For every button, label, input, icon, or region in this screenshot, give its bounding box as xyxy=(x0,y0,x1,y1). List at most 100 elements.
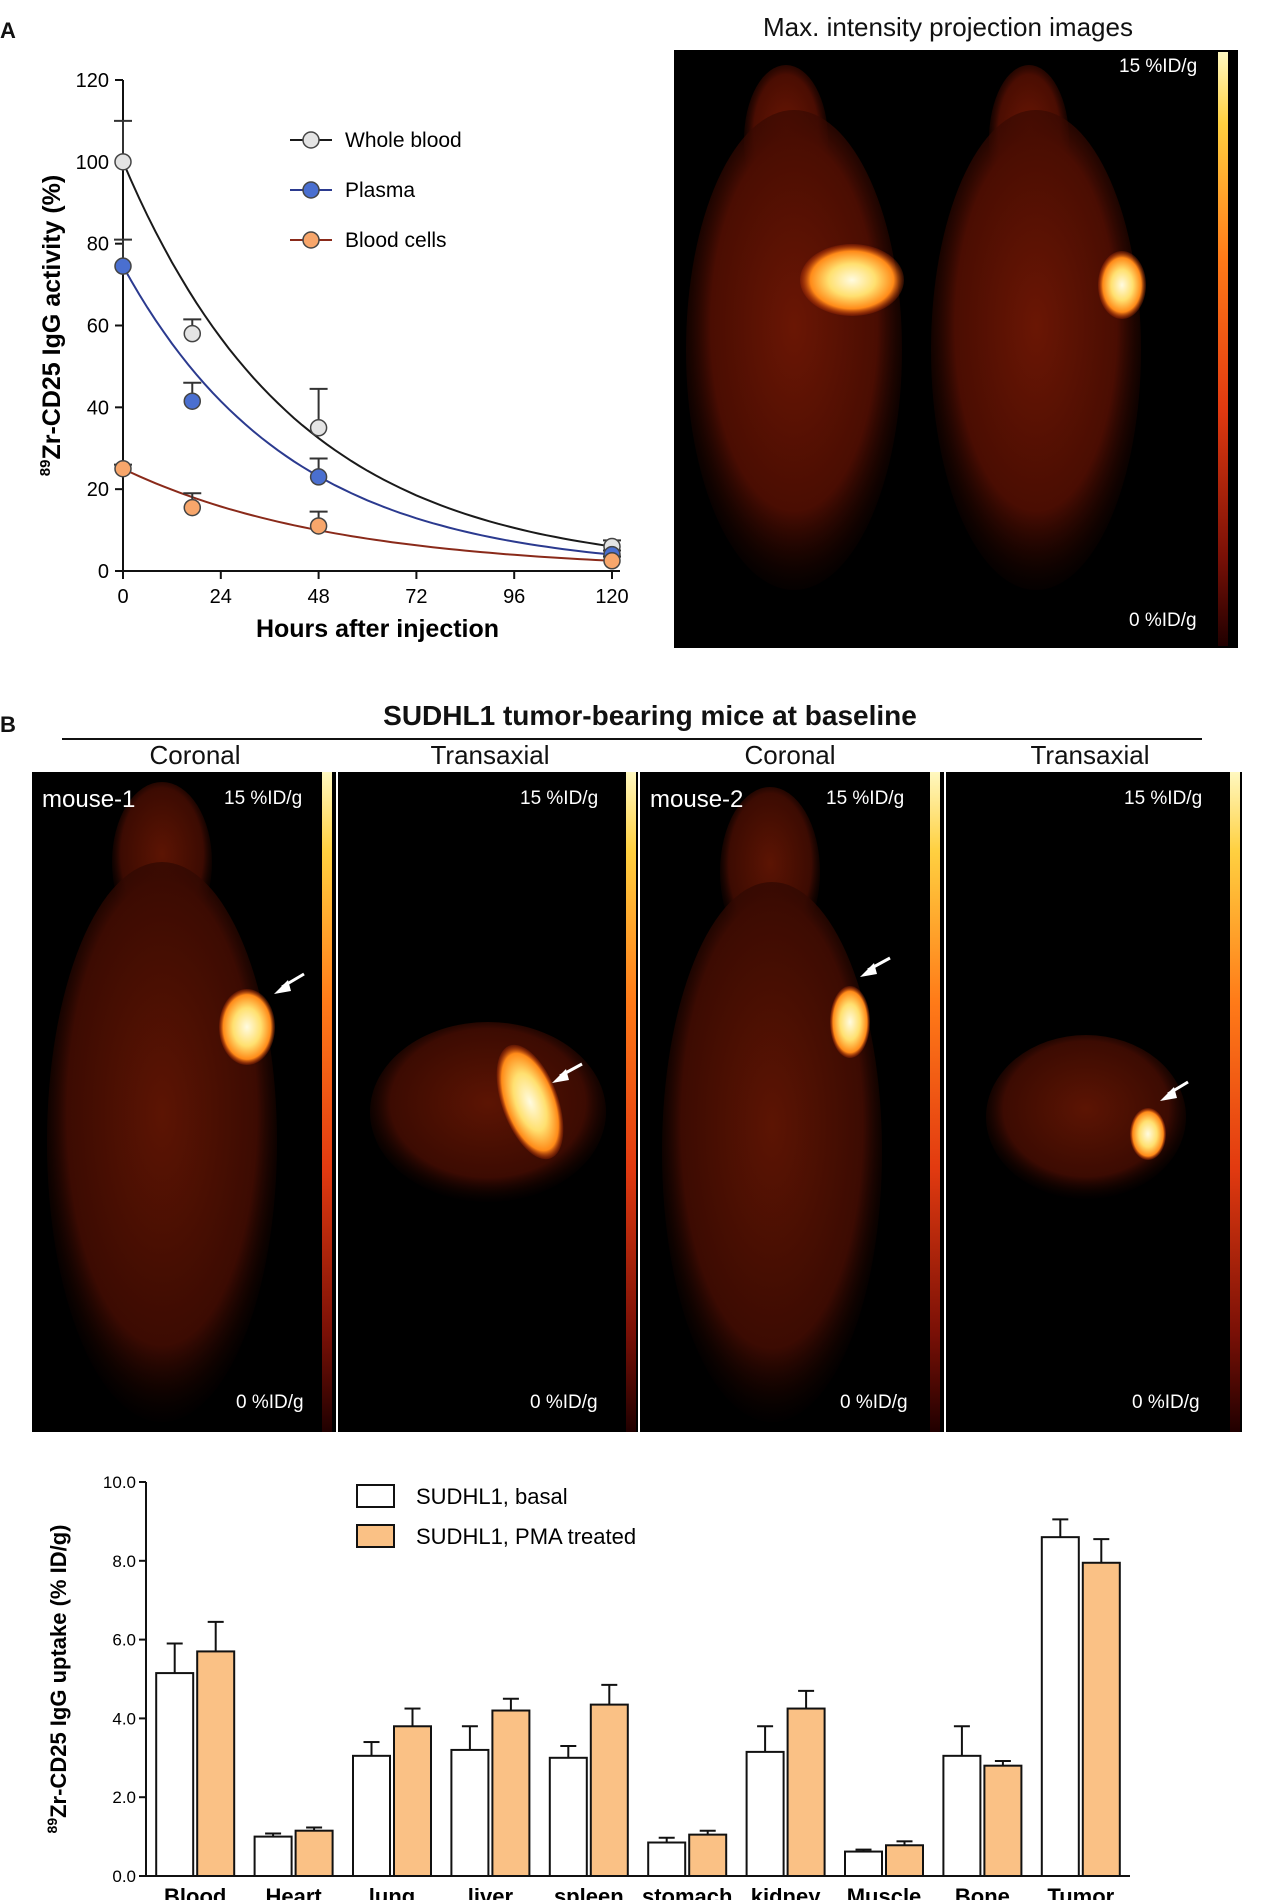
mip-mouse-images xyxy=(686,65,1146,590)
y-tick-label: 6.0 xyxy=(112,1631,136,1650)
bar-liver-1 xyxy=(491,1709,531,1877)
x-tick-label: 0 xyxy=(117,586,128,608)
legend-swatch xyxy=(356,1524,395,1548)
y-tick-label: 120 xyxy=(76,70,109,92)
transaxial-mouse-1-scan xyxy=(370,1022,606,1202)
bar-spleen-1 xyxy=(589,1703,629,1877)
legend-label: Whole blood xyxy=(345,129,462,152)
mip-title: Max. intensity projection images xyxy=(763,12,1133,42)
pet-coronal-mouse-2: mouse-2 15 %ID/g 0 %ID/g xyxy=(640,772,944,1432)
bar-Heart-1 xyxy=(294,1829,334,1878)
data-point xyxy=(183,324,202,343)
bar-lung-1 xyxy=(393,1725,432,1877)
data-point xyxy=(183,498,202,517)
panel-letter-b: B xyxy=(0,712,16,737)
bar-chart: 0.0 2.0 4.0 6.0 8.0 10.0 89Zr-CD25 IgG uptake … xyxy=(44,1473,1130,1900)
data-point xyxy=(114,257,132,275)
data-point xyxy=(183,392,202,410)
x-tick-label: 24 xyxy=(210,586,232,608)
view-label-transaxial-2: Transaxial xyxy=(1030,740,1150,770)
y-tick-label: 2.0 xyxy=(112,1788,136,1807)
color-scale-bar-2 xyxy=(626,772,636,1432)
scale-max-label-4: 15 %ID/g xyxy=(1124,788,1203,809)
coronal-mouse-1-scan xyxy=(47,782,305,1422)
legend-label: Plasma xyxy=(345,179,415,202)
x-tick-label: 120 xyxy=(595,586,628,608)
x-tick-label: 72 xyxy=(405,586,427,608)
data-point xyxy=(309,468,328,486)
mouse-label-2: mouse-2 xyxy=(650,786,744,813)
bar-Heart-0 xyxy=(253,1835,293,1878)
bar-Bone-1 xyxy=(983,1764,1023,1877)
x-tick-label: 48 xyxy=(307,586,329,608)
mouse-label-1: mouse-1 xyxy=(42,786,136,813)
x-tick-label: Bone xyxy=(955,1884,1010,1900)
y-tick-label: 4.0 xyxy=(112,1709,136,1728)
y-tick-label: 80 xyxy=(87,234,109,256)
mip-scale-min-label: 0 %ID/g xyxy=(1129,610,1197,631)
scale-min-label-1: 0 %ID/g xyxy=(236,1392,304,1413)
x-tick-label: Tumor xyxy=(1047,1884,1114,1900)
legend-marker xyxy=(302,131,320,149)
pet-coronal-mouse-1: mouse-1 15 %ID/g 0 %ID/g xyxy=(32,772,336,1432)
y-axis-title: 89Zr-CD25 IgG uptake (% ID/g) xyxy=(44,1525,71,1834)
y-tick-label: 10.0 xyxy=(103,1473,136,1492)
scale-min-label-2: 0 %ID/g xyxy=(530,1392,598,1413)
y-tick-label: 0.0 xyxy=(112,1867,136,1886)
bar-Blood-0 xyxy=(155,1672,195,1877)
y-tick-label: 8.0 xyxy=(112,1552,136,1571)
scale-max-label-3: 15 %ID/g xyxy=(826,788,905,809)
bar-lung-0 xyxy=(352,1754,391,1877)
bar-Muscle-0 xyxy=(844,1850,883,1877)
x-tick-label: lung xyxy=(369,1884,415,1900)
mip-image-panel: 15 %ID/g 0 %ID/g xyxy=(674,50,1238,648)
panel-b-title: SUDHL1 tumor-bearing mice at baseline xyxy=(383,700,917,731)
bar-stomach-0 xyxy=(647,1841,687,1878)
bar-kidney-0 xyxy=(745,1750,785,1878)
x-tick-label: spleen xyxy=(554,1884,624,1900)
y-tick-label: 100 xyxy=(76,152,109,174)
bar-Tumor-1 xyxy=(1081,1561,1121,1878)
view-label-coronal-1: Coronal xyxy=(149,740,241,770)
bar-liver-0 xyxy=(450,1748,490,1878)
x-axis-title: Hours after injection xyxy=(256,615,499,643)
bar-Bone-0 xyxy=(942,1754,982,1877)
x-tick-label: 96 xyxy=(503,586,525,608)
scale-min-label-4: 0 %ID/g xyxy=(1132,1392,1200,1413)
line-chart: 0 20 40 60 80 100 120 0 24 48 72 96 120 Hours after i… xyxy=(37,70,629,643)
data-point xyxy=(309,517,328,535)
view-label-coronal-2: Coronal xyxy=(744,740,836,770)
legend-label: Blood cells xyxy=(345,229,447,252)
mip-mouse-right xyxy=(931,65,1146,590)
x-tick-label: Blood xyxy=(164,1884,226,1900)
x-tick-label: liver xyxy=(468,1884,514,1900)
scale-max-label-1: 15 %ID/g xyxy=(224,788,303,809)
color-scale-bar-3 xyxy=(930,772,940,1432)
fit-curve-1 xyxy=(122,265,613,556)
fit-curve-0 xyxy=(122,161,613,548)
data-point xyxy=(309,419,328,437)
view-label-transaxial-1: Transaxial xyxy=(430,740,550,770)
legend-marker xyxy=(302,231,320,249)
color-scale-bar-1 xyxy=(322,772,332,1432)
y-tick-label: 20 xyxy=(87,479,109,501)
x-tick-label: Heart xyxy=(265,1884,322,1900)
bar-Muscle-1 xyxy=(885,1844,924,1878)
title-underline xyxy=(62,738,1202,740)
x-tick-label: Muscle xyxy=(847,1884,922,1900)
x-tick-label: kidney xyxy=(751,1884,821,1900)
scale-min-label-3: 0 %ID/g xyxy=(840,1392,908,1413)
legend-label: SUDHL1, basal xyxy=(416,1484,568,1509)
color-scale-bar-4 xyxy=(1230,772,1240,1432)
coronal-mouse-2-scan xyxy=(662,787,891,1422)
legend-label: SUDHL1, PMA treated xyxy=(416,1524,636,1549)
legend-marker xyxy=(302,181,320,199)
bar-Tumor-0 xyxy=(1040,1536,1080,1877)
y-tick-label: 40 xyxy=(87,397,109,419)
y-axis-title: 89Zr-CD25 IgG activity (%) xyxy=(37,175,66,476)
panel-letter-a: A xyxy=(0,18,16,43)
pet-transaxial-mouse-1: 15 %ID/g 0 %ID/g xyxy=(338,772,638,1432)
data-point xyxy=(603,552,621,570)
y-tick-label: 60 xyxy=(87,316,109,338)
bar-Blood-1 xyxy=(196,1650,236,1877)
